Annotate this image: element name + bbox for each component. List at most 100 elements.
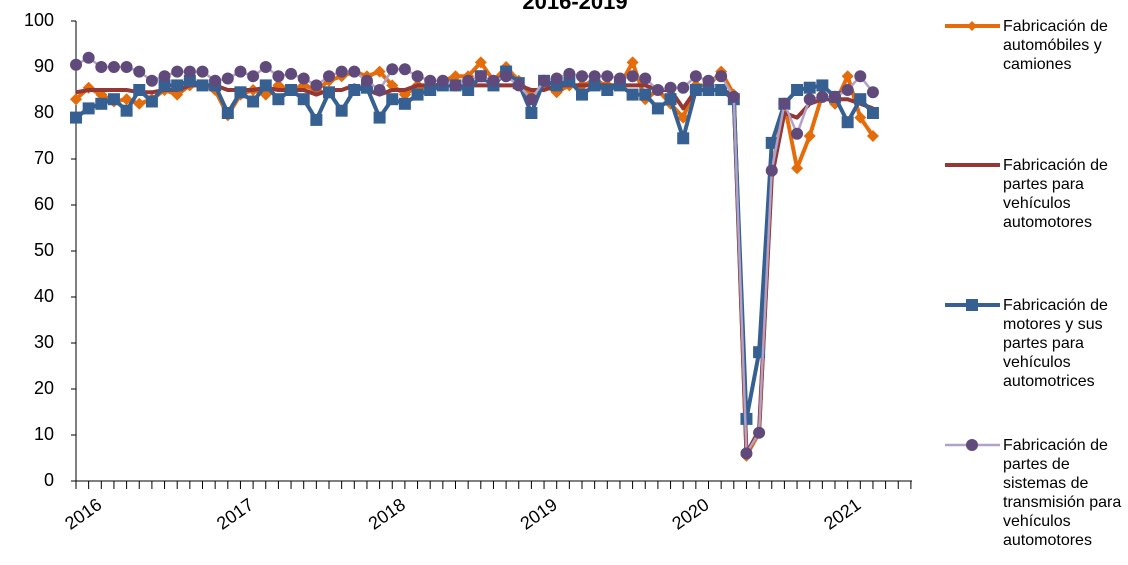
marker [234,86,247,99]
marker [487,74,500,87]
marker [259,79,272,92]
marker [626,70,639,83]
legend-marker [966,299,978,311]
y-tick-label: 0 [44,470,54,490]
marker [829,90,841,103]
marker [639,72,652,85]
series-line [75,83,874,456]
marker [70,93,82,106]
marker [323,70,335,83]
marker [588,79,601,92]
marker [613,72,626,85]
marker [221,72,234,85]
marker [639,88,652,101]
marker [651,102,664,115]
x-tick-label: 2017 [213,494,257,533]
marker [107,61,120,73]
x-tick-label: 2018 [365,494,409,533]
marker [626,56,639,69]
marker [411,88,424,101]
marker [247,95,260,108]
marker [576,88,588,101]
marker [424,84,437,96]
y-tick-label: 30 [34,332,54,352]
marker [525,93,538,106]
marker [95,97,108,110]
marker [576,70,588,83]
marker [297,93,310,106]
marker [563,67,576,80]
marker [196,65,209,78]
marker [664,81,677,94]
marker [500,70,513,83]
marker [601,70,614,83]
marker [120,61,133,73]
marker [462,74,475,87]
marker [348,65,361,78]
marker [791,84,804,96]
marker [310,79,323,92]
x-tick-label: 2020 [668,494,712,533]
marker [158,70,171,83]
marker [120,93,133,106]
marker [791,127,804,140]
marker [82,102,95,115]
y-tick-label: 70 [34,148,54,168]
legend-label: Fabricación de partes de sistemas de tra… [1003,437,1122,549]
marker [791,162,804,175]
y-tick-label: 50 [34,240,54,260]
marker [221,107,234,119]
marker [360,74,373,87]
series-line [74,69,875,421]
y-tick-label: 10 [34,424,54,444]
marker [512,79,525,92]
x-tick-label: 2019 [517,494,561,533]
marker [778,97,791,110]
marker [272,70,285,83]
marker [841,84,854,96]
marker [866,130,879,142]
marker [816,79,829,92]
marker [803,81,816,94]
marker [715,84,728,96]
marker [626,88,639,101]
marker [183,74,196,87]
marker [816,90,829,103]
marker [689,70,702,83]
marker [70,111,82,124]
marker [120,104,133,117]
x-tick-label: 2016 [61,494,105,533]
marker [601,84,614,96]
y-tick-label: 90 [34,56,54,76]
y-tick-label: 60 [34,194,54,214]
marker [398,97,411,110]
marker [297,72,310,85]
marker [866,86,879,99]
marker [525,107,538,119]
series-line [75,56,874,455]
marker [588,70,601,83]
marker [171,79,184,92]
marker [285,67,298,80]
marker [335,65,348,78]
marker [474,56,487,69]
marker [373,111,386,124]
legend-marker [966,439,978,451]
marker [133,65,146,78]
marker [171,65,184,78]
marker [854,93,867,106]
marker [740,447,753,460]
y-tick-label: 20 [34,378,54,398]
marker [702,84,715,96]
marker [247,70,260,83]
marker [727,90,740,103]
chart-title: 2016-2019 [522,0,627,14]
marker [348,84,361,96]
marker [386,63,399,76]
marker [183,65,196,78]
marker [145,74,158,87]
series-line [74,60,875,458]
marker [373,65,386,78]
x-tick-label: 2021 [820,494,864,533]
legend-label: Fabricación de partes para vehículos aut… [1003,157,1108,231]
